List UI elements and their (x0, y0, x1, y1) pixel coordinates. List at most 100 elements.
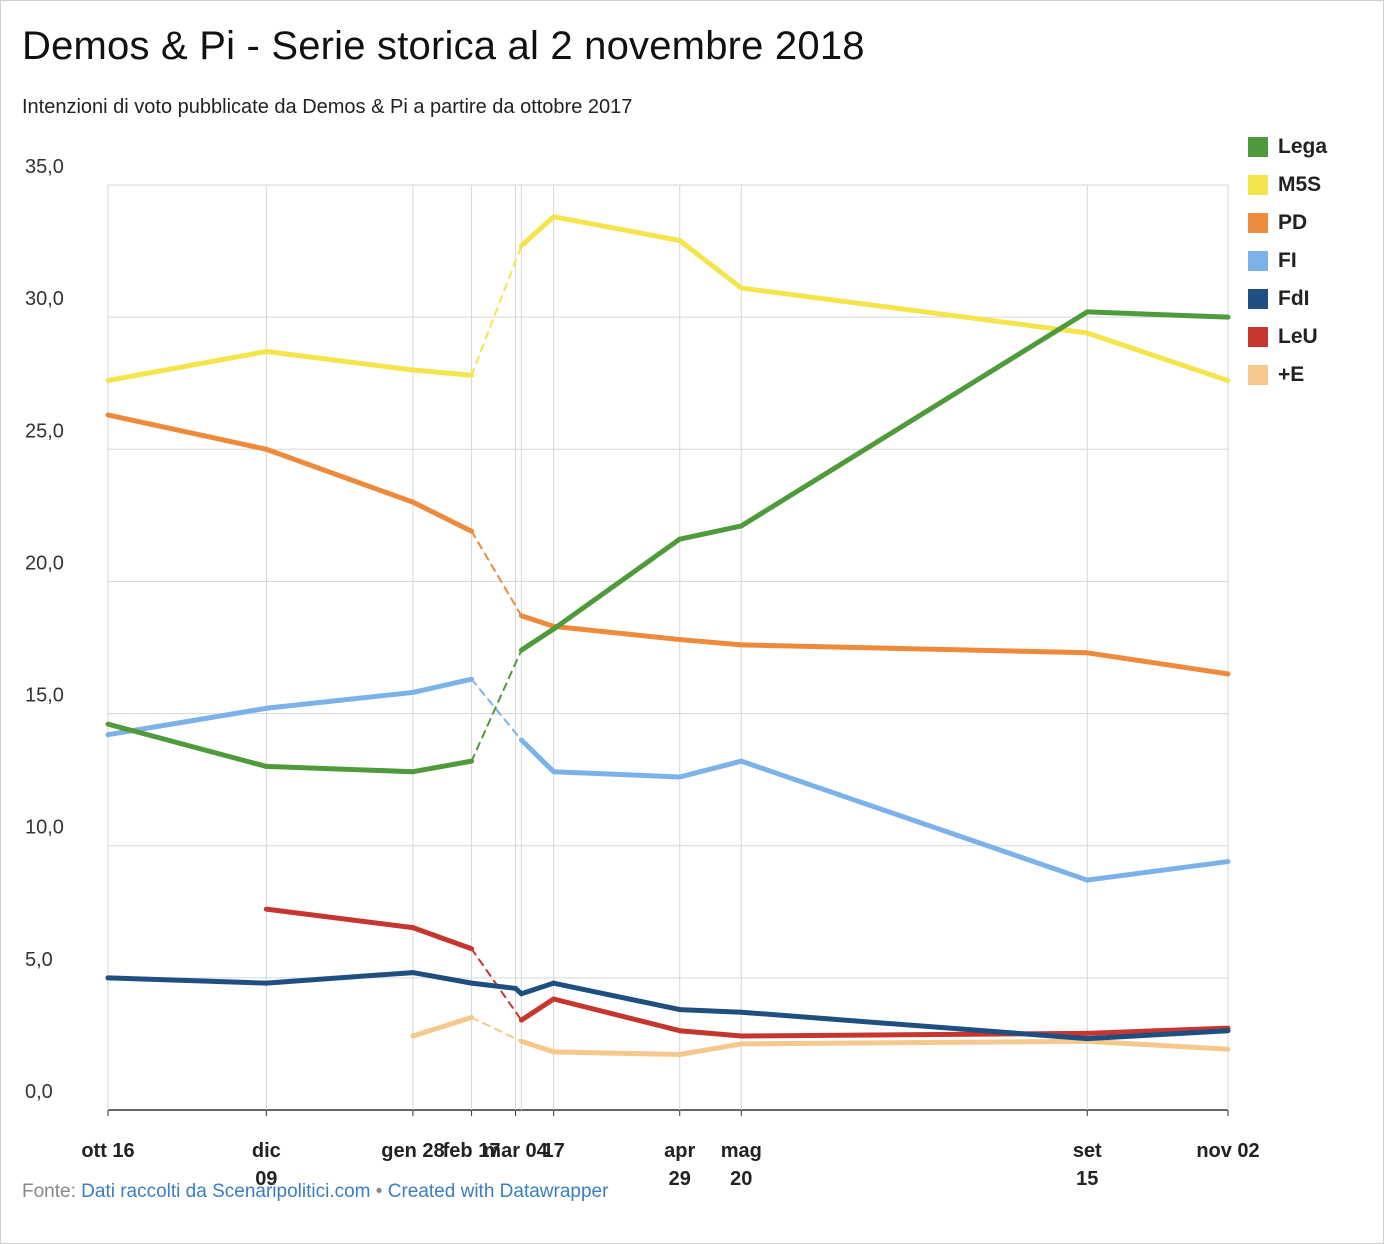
footer-prefix: Fonte: (22, 1181, 76, 1202)
source-link[interactable]: Dati raccolti da Scenaripolitici.com (81, 1181, 371, 1202)
legend-label: M5S (1278, 173, 1322, 196)
x-tick-label: feb 17 (443, 1140, 501, 1162)
series-segment (518, 613, 557, 629)
series-segment (551, 214, 683, 243)
y-tick-label: 25,0 (25, 420, 64, 442)
series-segment (677, 758, 744, 780)
series-segment (1084, 1028, 1231, 1042)
series-segment (551, 623, 683, 643)
series-segment (1084, 1038, 1231, 1052)
chart-subtitle: Intenzioni di voto pubblicate da Demos &… (22, 96, 633, 118)
series-segment (1084, 650, 1231, 677)
x-tick-label-line: 17 (543, 1140, 565, 1162)
series-segment (518, 214, 557, 249)
y-tick-label: 30,0 (25, 288, 64, 310)
x-tick-label-line: feb 17 (443, 1140, 501, 1162)
series-segment (677, 637, 744, 648)
x-tick-label-line: mag (721, 1140, 762, 1162)
series-segment (677, 1028, 744, 1039)
series-segment (410, 676, 475, 695)
series-segment (551, 996, 683, 1034)
x-tick-label-line: ott 16 (81, 1140, 134, 1162)
x-tick-label: set 15 (1073, 1140, 1102, 1190)
series-fi-line (105, 676, 1231, 883)
series-segment (518, 996, 557, 1023)
x-tick-label: mar 04 (483, 1140, 548, 1162)
x-tick-label: dic 09 (252, 1140, 281, 1190)
legend-swatch (1248, 365, 1268, 385)
series-segment (677, 1041, 744, 1057)
y-tick-label: 35,0 (25, 156, 64, 178)
series-segment (518, 626, 557, 653)
series-segment (410, 970, 475, 986)
series-segment (518, 980, 557, 997)
series-segment (738, 309, 1090, 529)
legend-item: +E (1248, 356, 1327, 394)
series-gap-segment (470, 678, 523, 741)
series-fdi-line (105, 970, 1231, 1042)
series-segment (105, 721, 269, 769)
series-segment (263, 906, 416, 931)
x-tick-label: mag 20 (721, 1140, 762, 1190)
series-segment (1084, 330, 1231, 384)
x-tick-label: gen 28 (381, 1140, 444, 1162)
y-tick-label: 10,0 (25, 817, 64, 839)
series-segment (551, 769, 683, 780)
legend-label: Lega (1278, 135, 1328, 158)
series-segment (105, 975, 269, 986)
chart-title: Demos & Pi - Serie storica al 2 novembre… (22, 24, 865, 68)
x-tick-label: 17 (543, 1140, 565, 1162)
series-segment (738, 1009, 1090, 1042)
y-axis-tick-labels: 0,0 5,0 10,0 15,0 20,0 25,0 30,0 35,0 (25, 156, 64, 1103)
x-tick-label: ott 16 (81, 1140, 134, 1162)
series-segment (105, 412, 269, 452)
series-pd-line (105, 412, 1231, 677)
series-segment (1084, 309, 1231, 320)
series-segment (738, 642, 1090, 656)
series-segment (410, 367, 475, 378)
legend-swatch (1248, 175, 1268, 195)
footer: Fonte: Dati raccolti da Scenaripolitici.… (22, 1181, 608, 1203)
series-e-line (410, 1015, 1231, 1057)
legend-item: FdI (1248, 280, 1327, 318)
legend-label: +E (1278, 363, 1305, 386)
series-segment (263, 689, 416, 711)
series-segment (1084, 1025, 1231, 1036)
series-lines (105, 214, 1231, 1057)
series-segment (738, 758, 1090, 883)
legend-swatch (1248, 289, 1268, 309)
series-segment (738, 285, 1090, 336)
series-gap-segment (470, 649, 523, 763)
series-segment (518, 1038, 557, 1055)
series-lega-line (105, 309, 1231, 775)
series-m5s-line (105, 214, 1231, 384)
series-segment (410, 499, 475, 534)
footer-separator: • (375, 1181, 383, 1202)
series-segment (263, 446, 416, 505)
x-tick-label-line: gen 28 (381, 1140, 444, 1162)
datawrapper-credit-link[interactable]: Created with Datawrapper (387, 1181, 609, 1202)
series-segment (677, 1007, 744, 1015)
series-segment (1084, 859, 1231, 883)
x-tick-label-line: dic (252, 1140, 281, 1162)
legend-swatch (1248, 251, 1268, 271)
series-segment (469, 980, 519, 991)
series-segment (677, 523, 744, 542)
x-tick-label: apr 29 (664, 1140, 695, 1190)
legend-item: Lega (1248, 128, 1327, 166)
x-tick-label-line: 09 (255, 1168, 277, 1190)
series-segment (263, 763, 416, 775)
legend-swatch (1248, 137, 1268, 157)
x-tick-label: nov 02 (1196, 1140, 1259, 1162)
y-tick-label: 0,0 (25, 1081, 53, 1103)
x-tick-label-line: 15 (1076, 1168, 1098, 1190)
x-tick-label-line: mar 04 (483, 1140, 548, 1162)
x-tick-label-line: apr (664, 1140, 695, 1162)
y-tick-label: 15,0 (25, 685, 64, 707)
legend-item: M5S (1248, 166, 1327, 204)
grid-lines (107, 184, 1229, 1116)
series-segment (410, 925, 475, 952)
series-segment (551, 980, 683, 1013)
